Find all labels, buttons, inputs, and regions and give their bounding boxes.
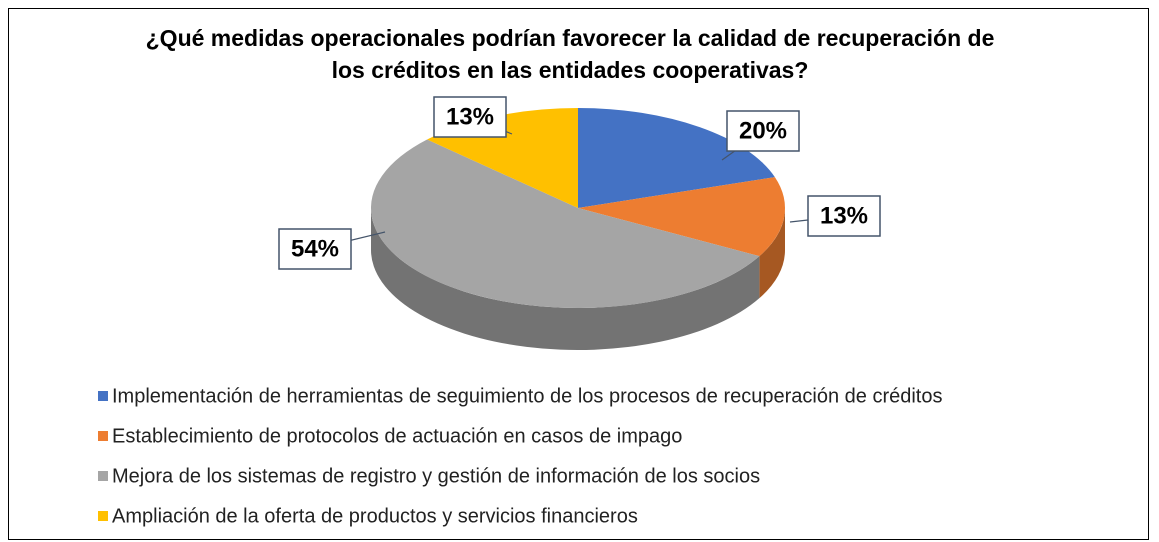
legend-label: Ampliación de la oferta de productos y s… bbox=[112, 505, 638, 527]
data-label: 54% bbox=[291, 235, 339, 262]
pie-slice bbox=[578, 108, 775, 208]
data-label: 20% bbox=[739, 117, 787, 144]
legend-label: Implementación de herramientas de seguim… bbox=[112, 385, 942, 407]
chart-title: ¿Qué medidas operacionales podrían favor… bbox=[145, 25, 995, 83]
pie-side bbox=[371, 208, 760, 350]
data-label: 13% bbox=[446, 103, 494, 130]
label-box bbox=[433, 96, 507, 138]
legend-marker bbox=[98, 431, 108, 441]
legend-marker bbox=[98, 511, 108, 521]
legend-label: Establecimiento de protocolos de actuaci… bbox=[112, 425, 682, 447]
pie-slice bbox=[371, 139, 760, 308]
pie-side bbox=[759, 208, 785, 299]
label-box bbox=[726, 110, 800, 152]
legend-marker bbox=[98, 471, 108, 481]
label-box bbox=[807, 195, 881, 237]
chart-frame bbox=[8, 8, 1149, 540]
pie-slice bbox=[578, 177, 785, 257]
legend-marker bbox=[98, 391, 108, 401]
legend-label: Mejora de los sistemas de registro y ges… bbox=[112, 465, 760, 487]
label-box bbox=[278, 228, 352, 270]
data-label: 13% bbox=[820, 202, 868, 229]
